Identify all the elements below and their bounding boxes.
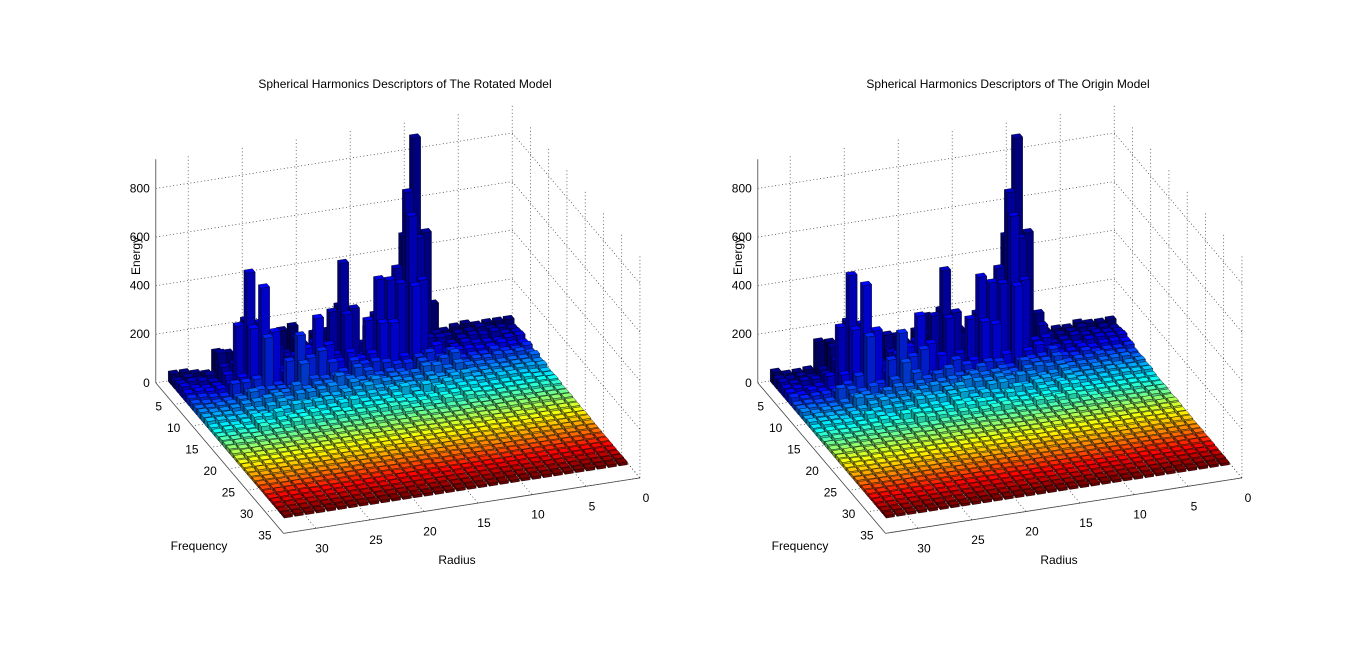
bar: [261, 333, 274, 395]
frequency-tick-label: 5: [155, 399, 162, 413]
grid-line: [511, 278, 641, 430]
bar: [1011, 281, 1024, 368]
radius-tick-label: 30: [917, 541, 931, 555]
bar: [1001, 492, 1014, 501]
frequency-tick-label: 15: [787, 442, 801, 456]
frequency-axis-line: [155, 382, 284, 534]
bar: [572, 465, 585, 474]
radius-tick-label: 15: [477, 516, 491, 530]
energy-tick-label: 400: [732, 279, 752, 293]
grid-line: [155, 229, 513, 286]
frequency-tick-label: 20: [805, 464, 819, 478]
grid-line: [155, 132, 513, 189]
radius-tick-label: 30: [315, 541, 329, 555]
bar: [409, 281, 422, 368]
radius-tick-label: 20: [423, 525, 437, 539]
radius-tick-label: 0: [1245, 491, 1252, 505]
radius-tick-label: 5: [589, 499, 596, 513]
grid-line: [155, 278, 513, 335]
frequency-tick-label: 35: [860, 528, 874, 542]
radius-tick-label: 15: [1079, 516, 1093, 530]
frequency-tick-label: 30: [240, 507, 254, 521]
frequency-axis-label: Frequency: [171, 539, 228, 553]
frequency-tick-label: 20: [203, 464, 217, 478]
bar-series: [167, 133, 628, 519]
frequency-tick-label: 30: [842, 507, 856, 521]
radius-tick-label: 10: [531, 508, 545, 522]
radius-axis-label: Radius: [438, 553, 475, 567]
energy-tick-label: 200: [732, 327, 752, 341]
energy-tick-label: 0: [745, 376, 752, 390]
bar: [615, 458, 628, 467]
chart-title: Spherical Harmonics Descriptors of The O…: [866, 77, 1149, 91]
radius-tick-label: 10: [1133, 508, 1147, 522]
bar: [291, 508, 304, 517]
bar: [387, 318, 400, 371]
energy-tick-label: 400: [130, 279, 150, 293]
frequency-tick-label: 25: [222, 485, 236, 499]
bar: [1012, 490, 1025, 499]
subplot-rotated-model: Spherical Harmonics Descriptors of The R…: [129, 77, 650, 567]
energy-axis-label: Energy: [129, 237, 143, 275]
radius-axis-label: Radius: [1040, 553, 1077, 567]
radius-tick-label: 5: [1191, 499, 1198, 513]
radius-tick-label: 25: [971, 533, 985, 547]
grid-line: [511, 181, 641, 333]
energy-tick-label: 800: [130, 181, 150, 195]
frequency-tick-label: 15: [185, 442, 199, 456]
grid-line: [511, 229, 641, 381]
frequency-tick-label: 25: [824, 485, 838, 499]
frequency-axis-label: Frequency: [772, 539, 829, 553]
radius-axis-line: [283, 477, 641, 534]
bar: [1120, 473, 1133, 482]
frequency-tick-label: 35: [258, 528, 272, 542]
energy-tick-label: 800: [732, 181, 752, 195]
frequency-tick-label: 10: [167, 421, 181, 435]
bar: [345, 500, 358, 509]
grid-line: [155, 181, 513, 238]
radius-tick-label: 25: [369, 533, 383, 547]
bar: [232, 321, 245, 390]
bar: [947, 500, 960, 509]
bar: [229, 403, 242, 415]
frequency-tick-label: 10: [769, 421, 783, 435]
energy-tick-label: 200: [130, 327, 150, 341]
frequency-tick-label: 5: [757, 399, 764, 413]
bar: [453, 483, 466, 492]
energy-tick-label: 0: [143, 376, 150, 390]
chart-title: Spherical Harmonics Descriptors of The R…: [258, 77, 551, 91]
radius-tick-label: 0: [643, 491, 650, 505]
energy-axis-label: Energy: [731, 237, 745, 275]
grid-line: [511, 132, 641, 284]
bar: [356, 498, 369, 507]
radius-tick-label: 20: [1025, 525, 1039, 539]
